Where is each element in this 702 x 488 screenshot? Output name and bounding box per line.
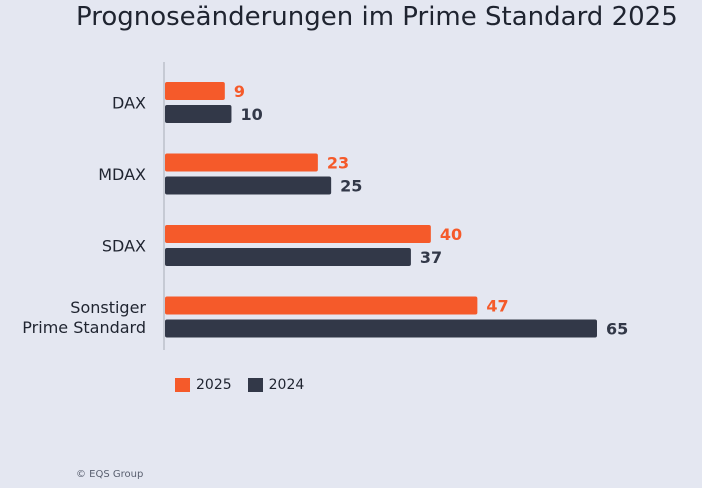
- bar-2025: [165, 153, 318, 172]
- bar-2025: [165, 82, 225, 100]
- category-label: SDAX: [102, 237, 146, 256]
- data-label-2024: 37: [420, 248, 442, 267]
- legend-label-2025: 2025: [196, 377, 232, 393]
- data-label-2024: 65: [606, 320, 628, 339]
- category-label-line: DAX: [112, 94, 146, 113]
- legend-swatch-2025: [175, 378, 190, 392]
- category-label: DAX: [112, 94, 146, 113]
- copyright-credit: © EQS Group: [76, 469, 144, 480]
- category-label-line: MDAX: [98, 165, 146, 184]
- bar-2024: [165, 248, 411, 266]
- legend-label-2024: 2024: [268, 377, 305, 393]
- category-label: Sonstiger Prime Standard: [22, 298, 146, 337]
- data-label-2024: 10: [240, 105, 262, 124]
- data-label-2025: 9: [234, 82, 245, 101]
- legend-swatch-2024: [247, 378, 263, 392]
- bar-2025: [165, 225, 431, 243]
- data-label-2025: 23: [327, 154, 349, 173]
- bar-2024: [165, 105, 232, 123]
- category-label-line: SDAX: [102, 237, 146, 256]
- category-label-line: Prime Standard: [22, 318, 146, 337]
- bar-2024: [165, 319, 597, 338]
- legend-item-2025: 2025: [175, 377, 232, 393]
- legend-item-2024: 2024: [247, 377, 305, 393]
- chart-title: Prognoseänderungen im Prime Standard 202…: [76, 2, 678, 32]
- data-label-2025: 47: [486, 297, 508, 316]
- bar-2024: [165, 176, 332, 195]
- data-label-2024: 25: [340, 177, 362, 196]
- legend: 2025 2024: [175, 377, 320, 393]
- category-label-line: Sonstiger: [70, 298, 146, 317]
- data-label-2025: 40: [440, 225, 462, 244]
- category-label: MDAX: [98, 165, 146, 184]
- bar-2025: [165, 296, 478, 315]
